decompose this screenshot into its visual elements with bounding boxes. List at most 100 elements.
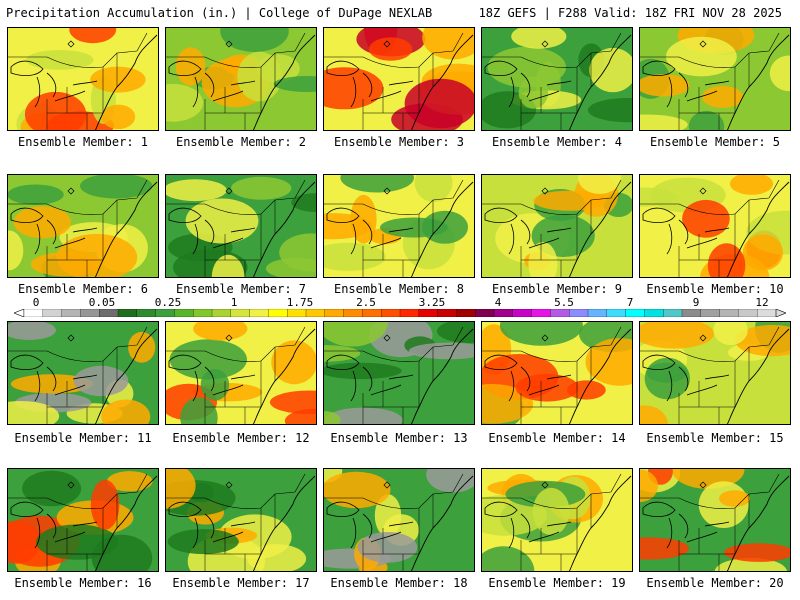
map-panel-2[interactable] [165, 27, 317, 131]
panel-label-13: Ensemble Member: 13 [330, 431, 468, 445]
border-line [639, 473, 780, 509]
map-panel-20[interactable] [639, 468, 791, 572]
map-panel-16[interactable] [7, 468, 159, 572]
map-panel-11[interactable] [7, 321, 159, 425]
precip-area [724, 543, 791, 562]
border-line [7, 32, 148, 68]
precip-area [340, 174, 414, 193]
precip-area [271, 340, 317, 385]
map-svg [323, 468, 475, 572]
border-line [481, 473, 622, 509]
panel-label-15: Ensemble Member: 15 [646, 431, 784, 445]
map-panel-3[interactable] [323, 27, 475, 131]
border-line [165, 32, 306, 68]
state-lines [678, 494, 750, 572]
location-marker [383, 481, 391, 489]
legend-tick: 0.05 [88, 296, 116, 309]
location-marker [541, 40, 549, 48]
location-marker [541, 334, 549, 342]
legend-swatch [587, 309, 608, 317]
precip-area [237, 51, 282, 102]
lake-superior [168, 207, 202, 224]
map-frame [639, 321, 791, 425]
lake-michigan-huron [666, 366, 689, 402]
precip-area [26, 50, 94, 70]
lake-superior [10, 354, 44, 371]
border-line [481, 32, 622, 68]
map-panel-13[interactable] [323, 321, 475, 425]
map-panel-5[interactable] [639, 27, 791, 131]
legend-swatch [493, 309, 514, 317]
border-line [7, 179, 148, 215]
legend-swatch [512, 309, 533, 317]
run-info: 18Z GEFS | F288 Valid: 18Z FRI NOV 28 20… [478, 6, 782, 20]
precip-area [7, 520, 41, 564]
precip-area [90, 479, 120, 530]
map-frame [165, 468, 317, 572]
location-marker [67, 40, 75, 48]
lake-erie-ontario [212, 227, 256, 249]
precip-area [404, 78, 475, 129]
map-panel-6[interactable] [7, 174, 159, 278]
lake-michigan-huron [666, 513, 689, 549]
precip-area [180, 397, 218, 425]
lake-michigan-huron [192, 72, 215, 108]
map-panel-17[interactable] [165, 468, 317, 572]
precip-area [532, 487, 570, 536]
map-panel-8[interactable] [323, 174, 475, 278]
map-panel-7[interactable] [165, 174, 317, 278]
lake-erie-ontario [212, 374, 256, 396]
precip-area [269, 390, 317, 415]
state-lines [46, 200, 118, 278]
lake-erie-ontario [54, 521, 98, 543]
precip-area [350, 194, 377, 244]
state-lines [362, 53, 434, 131]
map-svg [639, 468, 791, 572]
lake-erie-ontario [54, 227, 98, 249]
legend-swatch [136, 309, 157, 317]
map-panel-14[interactable] [481, 321, 633, 425]
legend-swatch [61, 309, 81, 317]
map-panel-15[interactable] [639, 321, 791, 425]
precip-area [666, 36, 737, 77]
state-lines [46, 494, 118, 572]
legend-swatch [625, 309, 645, 317]
map-frame [323, 468, 475, 572]
lake-michigan-huron [666, 72, 689, 108]
location-marker [541, 481, 549, 489]
map-frame [481, 321, 633, 425]
panel-label-4: Ensemble Member: 4 [491, 135, 623, 149]
map-panel-12[interactable] [165, 321, 317, 425]
lake-michigan-huron [508, 72, 531, 108]
legend-tick: 3.25 [418, 296, 446, 309]
precip-legend: 0 0.05 0.25 1 1.75 2.5 3.25 4 5.5 7 9 12 [0, 296, 800, 320]
precip-area [578, 174, 622, 194]
precip-area [247, 544, 307, 572]
map-panel-19[interactable] [481, 468, 633, 572]
map-frame [323, 174, 475, 278]
legend-swatch [211, 309, 232, 317]
border-line [165, 326, 306, 362]
precip-area [368, 37, 413, 61]
map-panel-1[interactable] [7, 27, 159, 131]
precip-area [639, 405, 668, 425]
lake-erie-ontario [686, 521, 730, 543]
precip-area [639, 537, 690, 560]
state-lines [678, 53, 750, 131]
map-panel-9[interactable] [481, 174, 633, 278]
legend-swatch [362, 309, 382, 317]
lake-superior [326, 207, 360, 224]
state-lines [520, 494, 592, 572]
map-panel-18[interactable] [323, 468, 475, 572]
map-frame [7, 27, 159, 131]
map-svg [481, 321, 633, 425]
panel-label-17: Ensemble Member: 17 [172, 576, 310, 590]
legend-swatch [99, 309, 119, 317]
precip-area [73, 365, 129, 397]
map-frame [639, 468, 791, 572]
map-panel-4[interactable] [481, 27, 633, 131]
map-panel-10[interactable] [639, 174, 791, 278]
precip-area [106, 471, 153, 492]
map-frame [639, 27, 791, 131]
lake-superior [484, 207, 518, 224]
